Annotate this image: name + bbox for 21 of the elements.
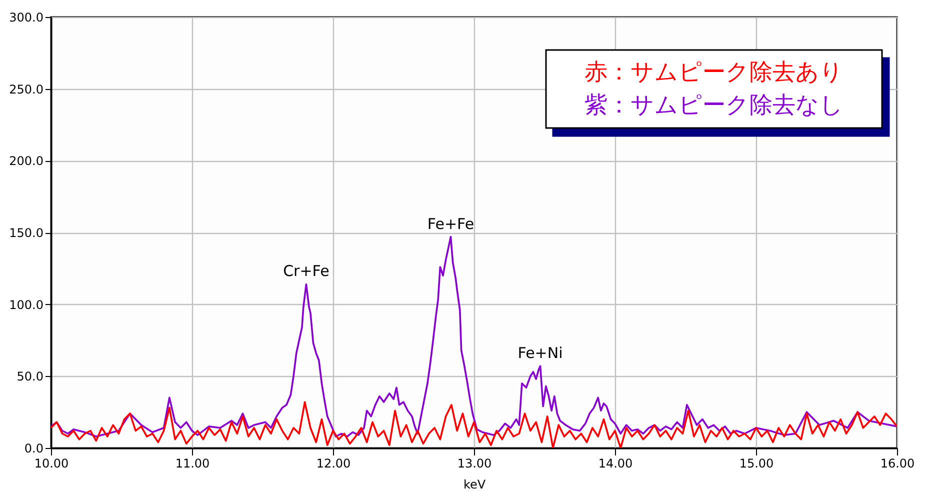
y-tick-label: 50.0 — [16, 370, 44, 384]
y-tick-label: 0.0 — [24, 442, 44, 456]
x-tick-label: 16.00 — [880, 456, 915, 470]
x-tick-label: 15.00 — [739, 456, 774, 470]
text: 紫：サムピーク除去なし — [584, 92, 844, 118]
line-series — [51, 236, 897, 438]
y-tick-label: 200.0 — [9, 154, 44, 168]
x-tick-label: 11.00 — [175, 456, 210, 470]
x-tick-label: 14.00 — [598, 456, 633, 470]
x-axis-title: keV — [463, 478, 486, 492]
annotation: Fe+Ni — [518, 344, 563, 362]
y-tick-label: 100.0 — [9, 298, 44, 312]
y-tick-label: 150.0 — [9, 226, 44, 240]
y-tick-label: 300.0 — [9, 10, 44, 24]
text: 赤：サムピーク除去あり — [584, 60, 844, 86]
annotation: Fe+Fe — [427, 214, 474, 233]
x-tick-label: 13.00 — [457, 456, 492, 470]
x-tick-label: 12.00 — [316, 456, 351, 470]
annotation: Cr+Fe — [283, 262, 330, 280]
x-tick-label: 10.00 — [34, 456, 69, 470]
y-tick-label: 250.0 — [9, 82, 44, 96]
